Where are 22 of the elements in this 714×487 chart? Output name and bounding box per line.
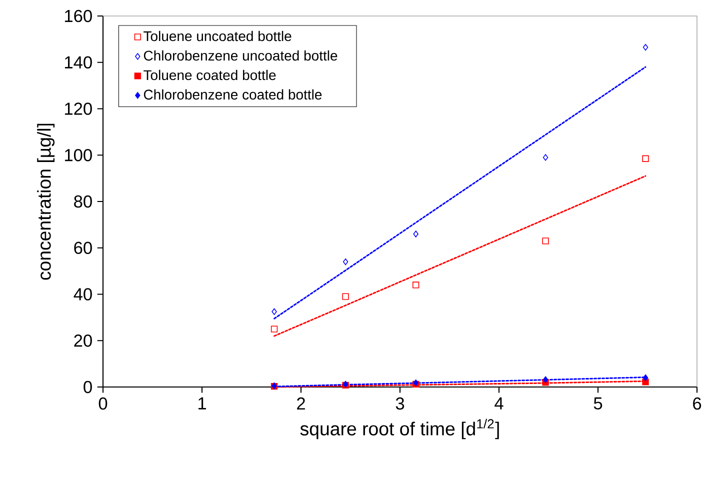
y-tick-label: 160 <box>65 10 92 22</box>
y-axis-title: concentration [µg/l] <box>37 124 55 280</box>
y-tick-label: 0 <box>84 380 92 394</box>
legend-label: Chlorobenzene coated bottle <box>144 89 322 100</box>
x-axis-title: square root of time [d$^{1/2}$] <box>300 418 499 440</box>
y-tick-label: 80 <box>74 195 92 208</box>
x-tick-label: 5 <box>594 397 602 410</box>
x-tick-label: 6 <box>693 397 702 410</box>
y-tick-label: 100 <box>65 148 92 162</box>
y-tick-label: 60 <box>74 242 92 254</box>
y-tick-label: 20 <box>74 334 92 347</box>
y-tick-label: 120 <box>65 102 92 115</box>
x-tick-label: 3 <box>396 397 404 410</box>
x-tick-label: 4 <box>494 397 504 410</box>
legend-label: Toluene uncoated bottle <box>144 30 292 42</box>
x-tick-label: 2 <box>297 397 305 410</box>
y-tick-label: 40 <box>74 288 92 300</box>
x-tick-label: 0 <box>98 397 108 410</box>
legend-label: Toluene coated bottle <box>144 70 276 80</box>
x-tick-label: 1 <box>198 397 206 410</box>
legend-label: Chlorobenzene uncoated bottle <box>144 50 338 61</box>
y-tick-label: 140 <box>65 56 92 69</box>
